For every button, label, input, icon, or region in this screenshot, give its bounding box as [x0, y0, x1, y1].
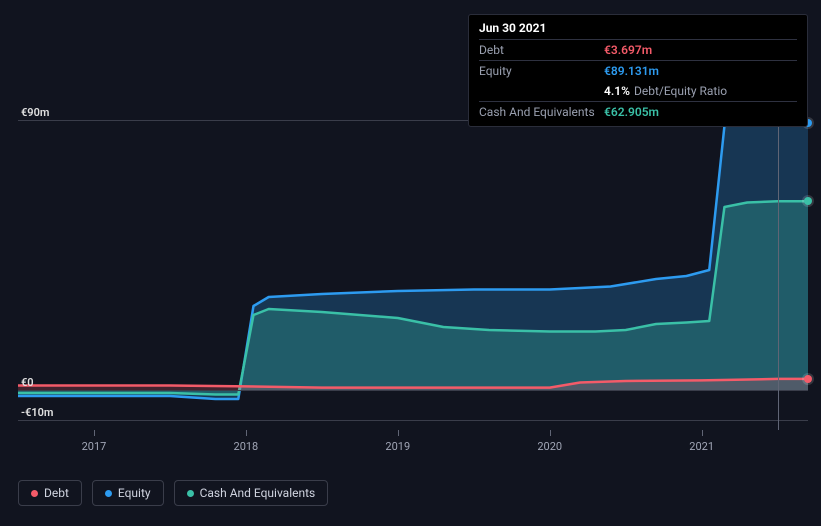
- tooltip-label: Debt: [479, 43, 604, 57]
- tooltip-label: Cash And Equivalents: [479, 105, 604, 119]
- legend-dot: [105, 490, 112, 497]
- x-tick-mark: [398, 430, 399, 436]
- series-end-marker: [804, 197, 812, 205]
- chart-area[interactable]: €90m€0-€10m: [18, 120, 808, 420]
- legend-item[interactable]: Equity: [92, 480, 164, 506]
- ratio-pct: 4.1%: [604, 84, 630, 98]
- y-tick-label: €90m: [21, 106, 49, 119]
- x-tick-mark: [246, 430, 247, 436]
- hover-tooltip: Jun 30 2021 Debt €3.697m Equity €89.131m…: [468, 14, 808, 127]
- grid-line: [18, 390, 808, 391]
- tooltip-label: Equity: [479, 64, 604, 78]
- tooltip-row-equity: Equity €89.131m: [479, 60, 797, 81]
- x-tick-label: 2018: [234, 440, 259, 453]
- legend-item[interactable]: Cash And Equivalents: [174, 480, 329, 506]
- series-end-marker: [804, 375, 812, 383]
- legend-dot: [187, 490, 194, 497]
- tooltip-value: €89.131m: [604, 64, 659, 78]
- legend-item[interactable]: Debt: [18, 480, 82, 506]
- tooltip-value: €62.905m: [604, 105, 659, 119]
- ratio-label: Debt/Equity Ratio: [634, 84, 727, 98]
- x-tick-label: 2021: [689, 440, 714, 453]
- x-tick-label: 2020: [537, 440, 562, 453]
- y-tick-label: -€10m: [21, 406, 53, 419]
- tooltip-value: €3.697m: [604, 43, 652, 57]
- chart-svg: [18, 120, 808, 420]
- y-tick-label: €0: [21, 376, 34, 389]
- x-axis: 2017 2018 2019 2020 2021: [18, 440, 808, 460]
- legend-label: Equity: [118, 486, 151, 500]
- legend: Debt Equity Cash And Equivalents: [18, 480, 328, 506]
- tooltip-row-cash: Cash And Equivalents €62.905m: [479, 101, 797, 122]
- x-tick-label: 2017: [82, 440, 107, 453]
- grid-line: [18, 420, 808, 421]
- tooltip-ratio: 4.1% Debt/Equity Ratio: [479, 81, 797, 101]
- x-tick-mark: [94, 430, 95, 436]
- legend-dot: [31, 490, 38, 497]
- x-tick-mark: [702, 430, 703, 436]
- legend-label: Debt: [44, 486, 69, 500]
- x-tick-mark: [550, 430, 551, 436]
- x-tick-label: 2019: [385, 440, 410, 453]
- tooltip-date: Jun 30 2021: [479, 21, 797, 39]
- legend-label: Cash And Equivalents: [200, 486, 316, 500]
- tooltip-row-debt: Debt €3.697m: [479, 39, 797, 60]
